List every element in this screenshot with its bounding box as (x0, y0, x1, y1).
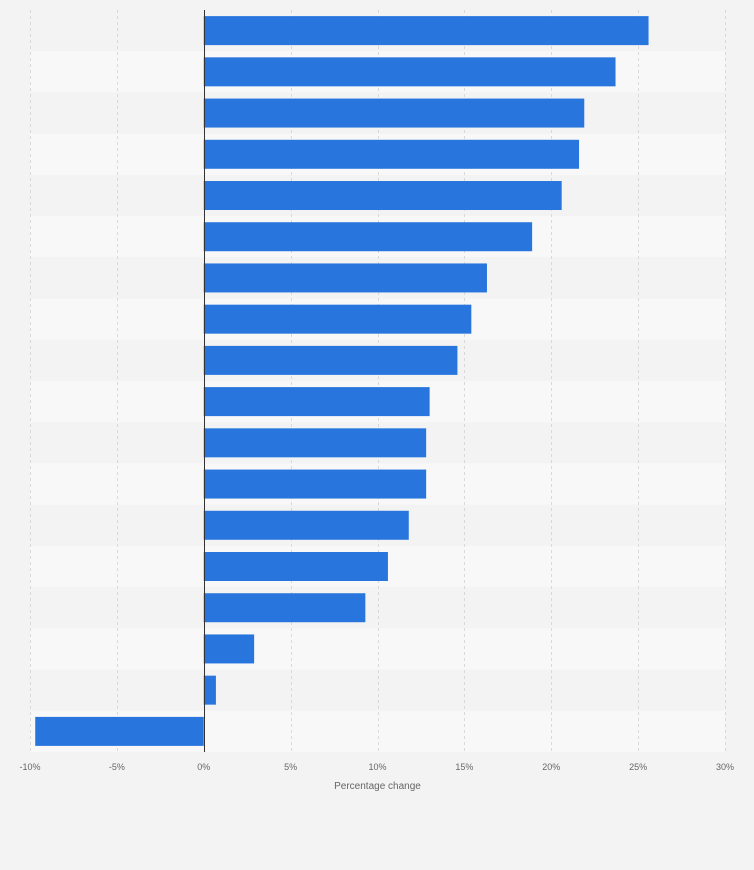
grid-lines (30, 10, 726, 752)
bar[interactable] (203, 428, 427, 458)
bar[interactable] (203, 345, 458, 375)
bars (35, 16, 649, 746)
bar[interactable] (203, 304, 472, 334)
bar[interactable] (203, 222, 533, 252)
x-tick-label: 5% (284, 762, 297, 772)
x-axis-title: Percentage change (334, 781, 421, 792)
x-tick-label: 0% (197, 762, 210, 772)
row-band (30, 669, 725, 711)
bar[interactable] (203, 510, 409, 540)
bar[interactable] (203, 469, 427, 499)
x-tick-label: 20% (542, 762, 560, 772)
bar[interactable] (203, 387, 430, 417)
bar[interactable] (203, 139, 580, 169)
row-band (30, 587, 725, 629)
x-tick-label: -5% (109, 762, 125, 772)
bar[interactable] (203, 675, 216, 705)
bar[interactable] (203, 57, 616, 87)
x-tick-label: 30% (716, 762, 734, 772)
bar[interactable] (203, 552, 388, 581)
bar[interactable] (203, 593, 366, 623)
x-tick-label: -10% (19, 762, 40, 772)
x-tick-label: 15% (455, 762, 473, 772)
x-axis-ticks: -10% -5% 0% 5% 10% 15% 20% 25% 30% (19, 762, 734, 772)
bar[interactable] (203, 634, 255, 664)
bar[interactable] (35, 716, 204, 746)
row-band (30, 628, 725, 670)
bar[interactable] (203, 263, 487, 293)
x-tick-label: 25% (629, 762, 647, 772)
bar[interactable] (203, 16, 649, 46)
bar[interactable] (203, 98, 585, 128)
bar[interactable] (203, 181, 562, 210)
x-tick-label: 10% (368, 762, 386, 772)
